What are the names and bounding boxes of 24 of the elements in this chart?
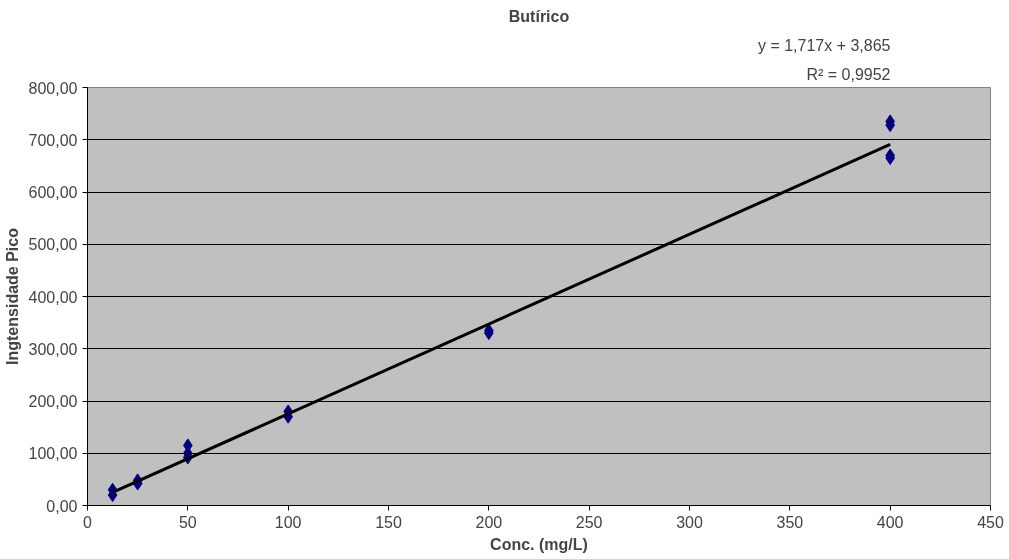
x-tick-label: 450 [977, 513, 1004, 531]
x-tick-label: 350 [776, 513, 804, 531]
y-tick-label: 400,00 [28, 288, 78, 306]
x-tick-label: 50 [178, 513, 197, 531]
y-tick-label: 800,00 [28, 79, 78, 97]
chart-title: Butírico [508, 7, 570, 25]
x-axis-title: Conc. (mg/L) [490, 535, 588, 553]
y-tick-label: 600,00 [28, 184, 78, 201]
y-tick-label: 500,00 [28, 236, 78, 254]
y-tick-label: 200,00 [28, 393, 78, 410]
text: R² = 0,9952 [806, 65, 891, 83]
y-tick-label: 700,00 [28, 131, 78, 149]
y-tick-label: 300,00 [28, 340, 78, 358]
x-tick-label: 100 [274, 513, 302, 531]
x-tick-label: 150 [375, 513, 402, 531]
x-tick-label: 0 [83, 513, 93, 531]
y-tick-label: 100,00 [28, 445, 78, 463]
y-axis-title: Ingtensidade Pico [3, 227, 21, 365]
y-tick-label: 0,00 [46, 497, 78, 515]
x-tick-label: 250 [575, 513, 603, 531]
x-tick-label: 400 [876, 513, 904, 531]
text: y = 1,717x + 3,865 [757, 36, 891, 54]
x-tick-label: 300 [676, 513, 703, 531]
x-tick-label: 200 [475, 513, 503, 531]
